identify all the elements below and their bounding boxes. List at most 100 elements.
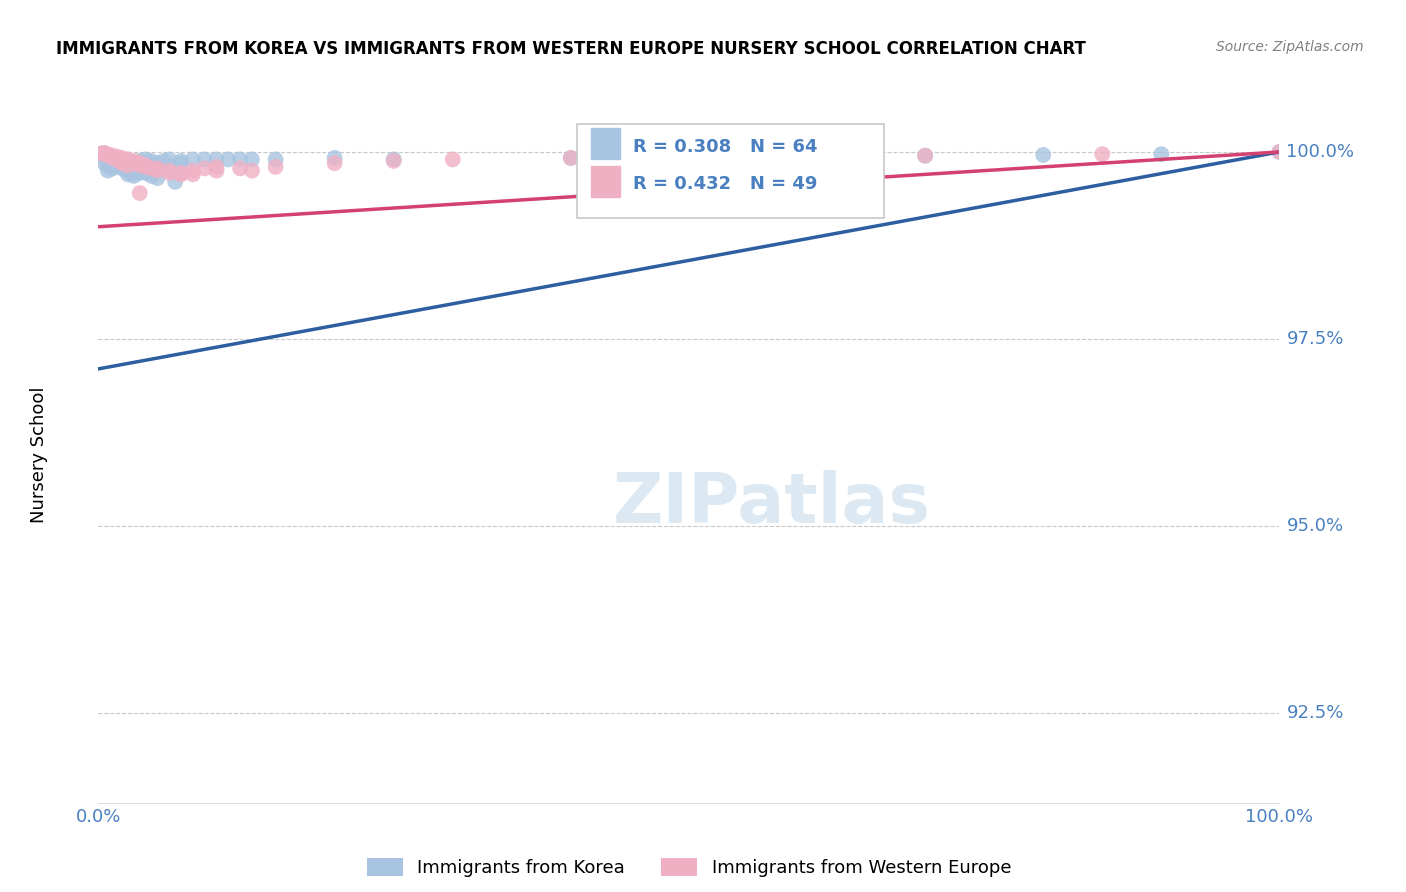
Point [146,156,169,170]
Legend: Immigrants from Korea, Immigrants from Western Europe: Immigrants from Korea, Immigrants from W… [360,850,1018,884]
Point [117,153,139,168]
Text: 97.5%: 97.5% [1286,330,1344,348]
Point [97,163,120,178]
Point [560,151,582,165]
Point [117,153,139,167]
Point [111,151,134,165]
Point [141,169,163,183]
Point [796,149,818,163]
Point [152,153,174,168]
Point [128,166,150,180]
Point [157,158,180,172]
Text: 92.5%: 92.5% [1286,704,1344,722]
Point [205,160,228,174]
Point [737,150,759,164]
Point [112,158,135,172]
Text: 100.0%: 100.0% [1286,143,1354,161]
Point [101,161,124,176]
Point [98,148,121,162]
Point [181,167,204,181]
Point [141,161,163,176]
Point [170,167,193,181]
Point [441,153,464,167]
Point [135,163,157,178]
Text: IMMIGRANTS FROM KOREA VS IMMIGRANTS FROM WESTERN EUROPE NURSERY SCHOOL CORRELATI: IMMIGRANTS FROM KOREA VS IMMIGRANTS FROM… [56,40,1085,58]
Point [1268,145,1291,159]
Point [105,153,128,168]
Point [157,153,180,167]
Point [93,146,115,161]
Point [560,151,582,165]
Point [229,153,252,167]
Point [93,156,115,170]
Point [111,153,134,168]
Point [105,151,128,165]
Point [97,149,120,163]
Point [111,161,134,176]
Text: 95.0%: 95.0% [1286,517,1344,535]
Point [135,166,157,180]
Point [914,149,936,163]
Point [1150,147,1173,161]
Point [97,148,120,162]
Point [141,153,163,168]
Point [101,153,124,167]
Point [105,149,128,163]
Point [101,149,124,163]
Point [105,153,128,167]
Point [98,151,121,165]
Point [229,161,252,176]
Point [94,146,117,161]
Point [146,161,169,176]
Point [264,153,287,167]
Point [165,175,187,189]
Text: ZIPatlas: ZIPatlas [613,470,931,537]
Point [240,163,263,178]
Bar [591,166,620,197]
Point [382,153,405,168]
Point [194,153,217,167]
Point [135,160,157,174]
Point [181,153,204,167]
Point [240,153,263,167]
Point [117,158,139,172]
Point [93,146,115,161]
Point [737,149,759,163]
Point [117,158,139,172]
Point [128,186,150,200]
Point [122,161,145,176]
Point [170,166,193,180]
Bar [591,128,620,159]
Point [93,146,115,161]
Point [111,156,134,170]
Point [135,153,157,167]
Text: Source: ZipAtlas.com: Source: ZipAtlas.com [1216,40,1364,54]
Point [111,156,134,170]
Text: R = 0.308   N = 64: R = 0.308 N = 64 [634,137,818,156]
Point [914,149,936,163]
Point [101,156,124,170]
Point [122,166,145,180]
Point [105,158,128,172]
Point [1268,145,1291,159]
Point [111,153,134,167]
Point [128,158,150,172]
Point [205,163,228,178]
Point [91,146,114,161]
Point [108,153,131,168]
Point [98,153,121,167]
Point [97,156,120,170]
Point [146,161,169,176]
Point [117,163,139,178]
Text: Nursery School: Nursery School [31,386,48,524]
Point [108,153,131,167]
Point [93,149,115,163]
Point [122,169,145,183]
Point [117,167,139,181]
Point [91,146,114,161]
Point [135,158,157,172]
Point [157,163,180,178]
Point [170,156,193,170]
Point [181,163,204,178]
Point [1032,148,1054,162]
